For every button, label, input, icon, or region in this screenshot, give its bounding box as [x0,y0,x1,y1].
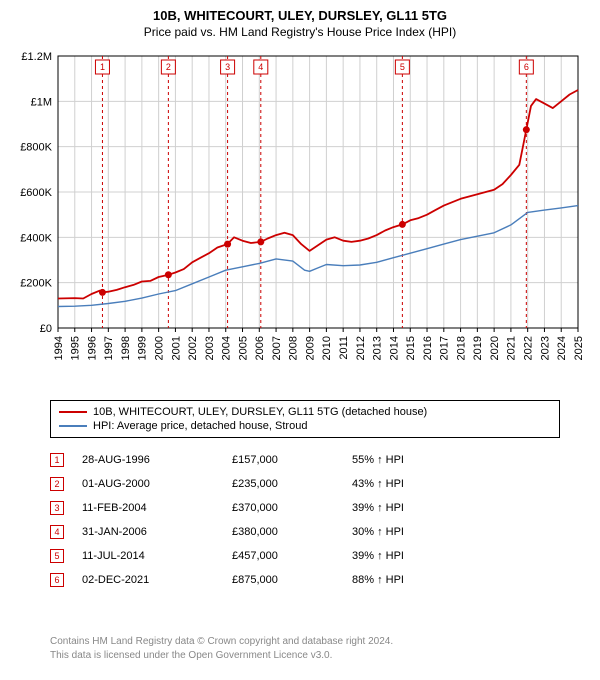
sale-pct: 39% ↑ HPI [352,550,472,562]
sale-index-box: 2 [50,477,64,491]
svg-text:2014: 2014 [388,336,400,360]
sale-date: 01-AUG-2000 [82,478,232,490]
svg-text:2006: 2006 [254,336,266,360]
legend: 10B, WHITECOURT, ULEY, DURSLEY, GL11 5TG… [50,400,560,438]
sale-pct: 55% ↑ HPI [352,454,472,466]
sale-row: 3 11-FEB-2004£370,00039% ↑ HPI [50,496,560,520]
svg-text:2024: 2024 [556,336,568,360]
svg-text:£600K: £600K [20,187,52,199]
svg-text:2012: 2012 [355,336,367,360]
svg-text:2011: 2011 [338,336,350,360]
svg-text:2025: 2025 [573,336,585,360]
svg-text:2000: 2000 [153,336,165,360]
sale-pct: 39% ↑ HPI [352,502,472,514]
sale-index-box: 6 [50,573,64,587]
svg-text:2010: 2010 [321,336,333,360]
sale-date: 11-FEB-2004 [82,502,232,514]
svg-text:2023: 2023 [539,336,551,360]
sale-price: £235,000 [232,478,352,490]
legend-item: 10B, WHITECOURT, ULEY, DURSLEY, GL11 5TG… [59,405,551,419]
sale-index-box: 5 [50,549,64,563]
chart-plot-area: £0 £200K £400K £600K £800K £1M £1.2M 1994 1995 19… [10,48,590,388]
svg-text:1: 1 [100,62,105,72]
sale-price: £370,000 [232,502,352,514]
legend-swatch [59,411,87,413]
svg-text:£1M: £1M [31,96,52,108]
sale-index-box: 1 [50,453,64,467]
legend-label: 10B, WHITECOURT, ULEY, DURSLEY, GL11 5TG… [93,406,427,418]
svg-text:£400K: £400K [20,232,52,244]
svg-text:2002: 2002 [187,336,199,360]
svg-text:1995: 1995 [70,336,82,360]
sale-row: 4 31-JAN-2006£380,00030% ↑ HPI [50,520,560,544]
sale-price: £457,000 [232,550,352,562]
svg-text:2019: 2019 [472,336,484,360]
svg-text:1999: 1999 [137,336,149,360]
chart-container: 10B, WHITECOURT, ULEY, DURSLEY, GL11 5TG… [0,0,600,680]
sale-row: 2 01-AUG-2000£235,00043% ↑ HPI [50,472,560,496]
sale-index-box: 4 [50,525,64,539]
sale-date: 31-JAN-2006 [82,526,232,538]
svg-text:1998: 1998 [120,336,132,360]
sale-pct: 88% ↑ HPI [352,574,472,586]
svg-text:3: 3 [225,62,230,72]
footer-line-1: Contains HM Land Registry data © Crown c… [50,635,560,649]
svg-text:2020: 2020 [489,336,501,360]
sale-date: 28-AUG-1996 [82,454,232,466]
sale-date: 11-JUL-2014 [82,550,232,562]
svg-text:2022: 2022 [523,336,535,360]
sale-date: 02-DEC-2021 [82,574,232,586]
sale-row: 6 02-DEC-2021£875,00088% ↑ HPI [50,568,560,592]
svg-text:6: 6 [524,62,529,72]
svg-text:£200K: £200K [20,278,52,290]
svg-text:£0: £0 [40,323,52,335]
chart-title: 10B, WHITECOURT, ULEY, DURSLEY, GL11 5TG [0,0,600,23]
sale-price: £380,000 [232,526,352,538]
svg-text:2013: 2013 [372,336,384,360]
svg-text:2: 2 [166,62,171,72]
svg-text:5: 5 [400,62,405,72]
sale-index-box: 3 [50,501,64,515]
svg-text:1994: 1994 [53,336,65,360]
svg-text:1997: 1997 [103,336,115,360]
svg-text:£800K: £800K [20,142,52,154]
svg-text:£1.2M: £1.2M [21,51,52,63]
sale-pct: 30% ↑ HPI [352,526,472,538]
legend-item: HPI: Average price, detached house, Stro… [59,419,551,433]
sale-pct: 43% ↑ HPI [352,478,472,490]
chart-svg: £0 £200K £400K £600K £800K £1M £1.2M 1994 1995 19… [10,48,590,388]
sales-table: 1 28-AUG-1996£157,00055% ↑ HPI 2 01-AUG-200… [50,448,560,592]
svg-text:2005: 2005 [237,336,249,360]
footer-attribution: Contains HM Land Registry data © Crown c… [50,635,560,662]
svg-text:2009: 2009 [304,336,316,360]
svg-text:2001: 2001 [170,336,182,360]
svg-text:2021: 2021 [506,336,518,360]
legend-swatch [59,425,87,427]
chart-subtitle: Price paid vs. HM Land Registry's House … [0,23,600,39]
sale-row: 1 28-AUG-1996£157,00055% ↑ HPI [50,448,560,472]
svg-text:2007: 2007 [271,336,283,360]
sale-price: £875,000 [232,574,352,586]
svg-text:1996: 1996 [86,336,98,360]
svg-text:2004: 2004 [221,336,233,360]
svg-text:4: 4 [258,62,263,72]
svg-text:2008: 2008 [288,336,300,360]
svg-text:2015: 2015 [405,336,417,360]
svg-text:2003: 2003 [204,336,216,360]
legend-label: HPI: Average price, detached house, Stro… [93,420,307,432]
svg-text:2017: 2017 [439,336,451,360]
sale-price: £157,000 [232,454,352,466]
svg-text:2016: 2016 [422,336,434,360]
sale-row: 5 11-JUL-2014£457,00039% ↑ HPI [50,544,560,568]
svg-text:2018: 2018 [455,336,467,360]
footer-line-2: This data is licensed under the Open Gov… [50,649,560,663]
